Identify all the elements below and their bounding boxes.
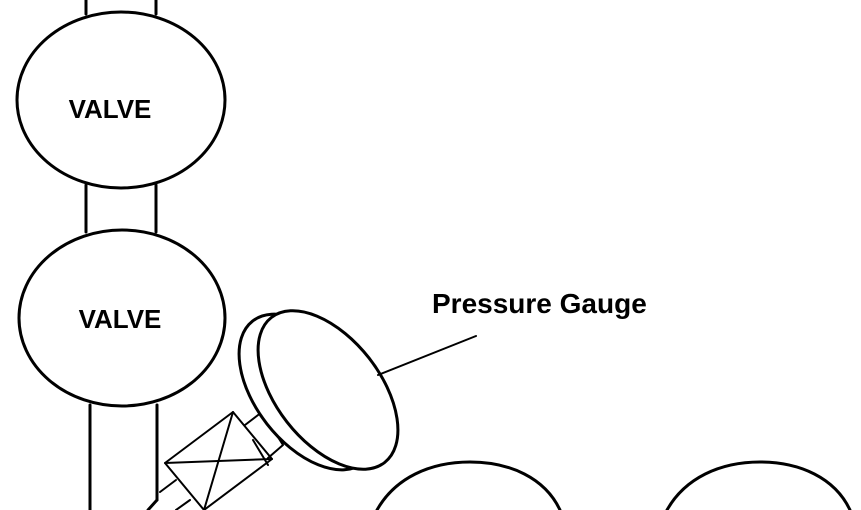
pressure-gauge — [237, 309, 477, 472]
pipe-bottom — [88, 403, 159, 510]
pressure-gauge-label: Pressure Gauge — [432, 288, 647, 319]
valve-2: VALVE — [17, 228, 227, 408]
gauge-leader-line — [377, 335, 477, 376]
pipe-top — [84, 0, 158, 16]
valve-1-label: VALVE — [69, 94, 152, 124]
pipe-between-valves — [84, 183, 158, 234]
bottom-valve-left — [375, 460, 562, 510]
bottom-valve-right — [665, 460, 852, 510]
valve-2-label: VALVE — [79, 304, 162, 334]
valve-1: VALVE — [15, 10, 227, 190]
branch-connector — [159, 411, 284, 510]
